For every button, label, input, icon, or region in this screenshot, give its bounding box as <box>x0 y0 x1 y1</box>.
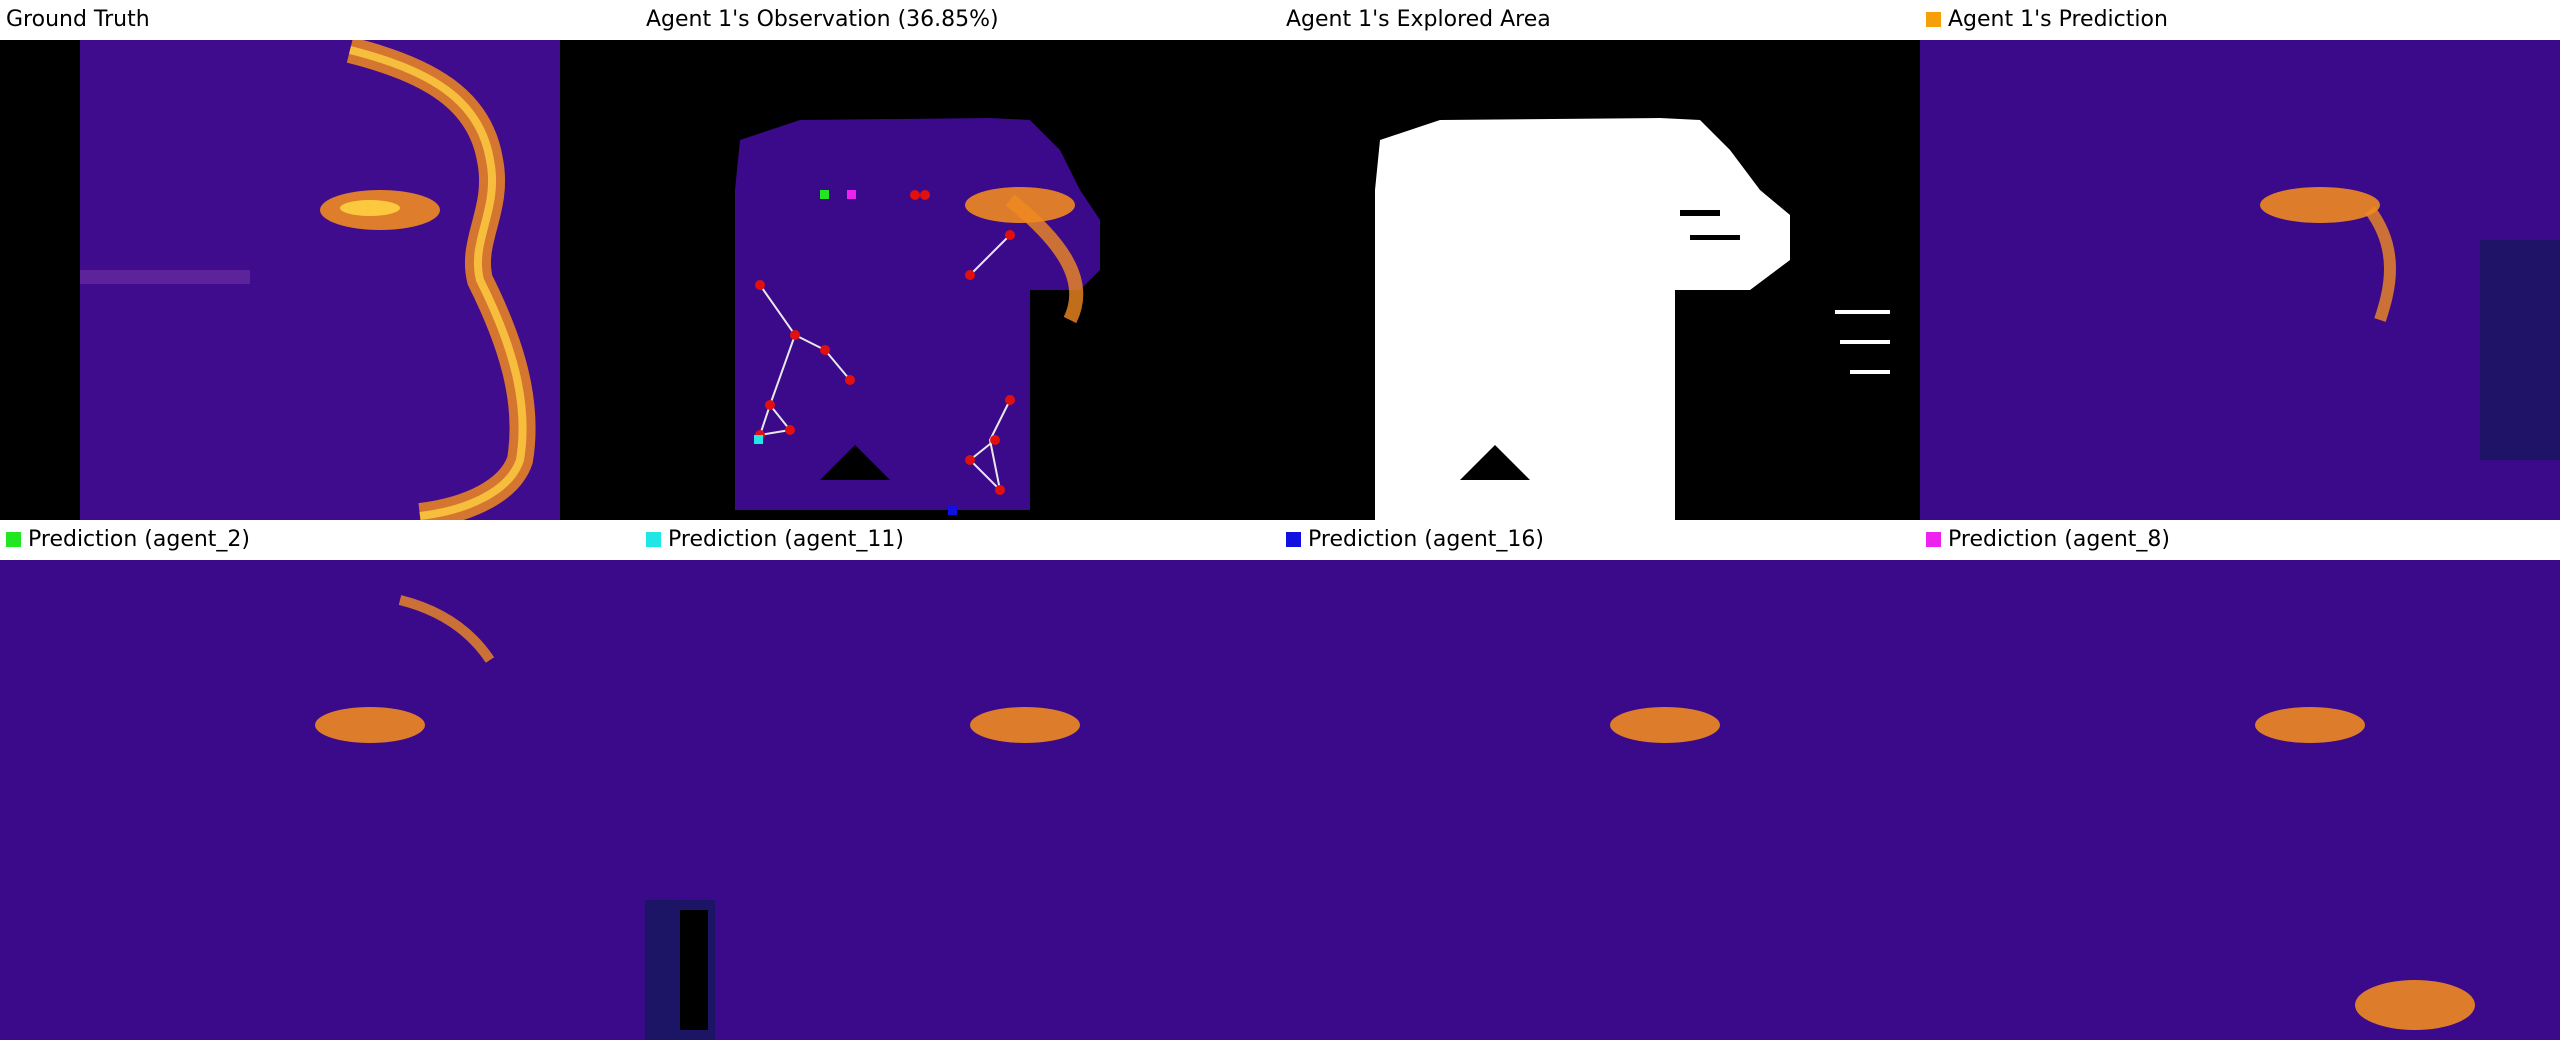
ground-truth-map <box>0 40 640 520</box>
legend-swatch <box>1926 532 1941 547</box>
panel-agent11-prediction: Prediction (agent_11) <box>640 520 1280 1040</box>
legend-swatch <box>6 532 21 547</box>
panel-title-bar: Agent 1's Observation (36.85%) <box>640 0 1280 40</box>
panel-title-bar: Prediction (agent_16) <box>1280 520 1920 560</box>
panel-title: Agent 1's Explored Area <box>1286 7 1551 32</box>
legend-swatch <box>646 532 661 547</box>
agent16-prediction-map <box>1280 560 1920 1040</box>
panel-title-bar: Prediction (agent_8) <box>1920 520 2560 560</box>
panel-title: Agent 1's Prediction <box>1948 7 2168 32</box>
panel-explored-area: Agent 1's Explored Area <box>1280 0 1920 520</box>
legend-swatch <box>1286 532 1301 547</box>
panel-title: Prediction (agent_8) <box>1948 527 2170 552</box>
panel-title: Prediction (agent_16) <box>1308 527 1544 552</box>
panel-observation: Agent 1's Observation (36.85%) <box>640 0 1280 520</box>
panel-title-bar: Ground Truth <box>0 0 640 40</box>
agent1-prediction-map <box>1920 40 2560 520</box>
panel-agent8-prediction: Prediction (agent_8) <box>1920 520 2560 1040</box>
agent8-prediction-map <box>1920 560 2560 1040</box>
panel-ground-truth: Ground Truth <box>0 0 640 520</box>
panel-title: Ground Truth <box>6 7 150 32</box>
agent2-prediction-map <box>0 560 640 1040</box>
agent11-prediction-map <box>640 560 1280 1040</box>
panel-title-bar: Agent 1's Explored Area <box>1280 0 1920 40</box>
panel-title: Agent 1's Observation (36.85%) <box>646 7 999 32</box>
panel-title-bar: Agent 1's Prediction <box>1920 0 2560 40</box>
panel-title-bar: Prediction (agent_11) <box>640 520 1280 560</box>
panel-title: Prediction (agent_2) <box>28 527 250 552</box>
panel-agent1-prediction: Agent 1's Prediction <box>1920 0 2560 520</box>
explored-area-mask <box>1280 40 1920 520</box>
panel-title-bar: Prediction (agent_2) <box>0 520 640 560</box>
panel-agent16-prediction: Prediction (agent_16) <box>1280 520 1920 1040</box>
panel-title: Prediction (agent_11) <box>668 527 904 552</box>
panel-agent2-prediction: Prediction (agent_2) <box>0 520 640 1040</box>
observation-map <box>640 40 1280 520</box>
legend-swatch <box>1926 12 1941 27</box>
